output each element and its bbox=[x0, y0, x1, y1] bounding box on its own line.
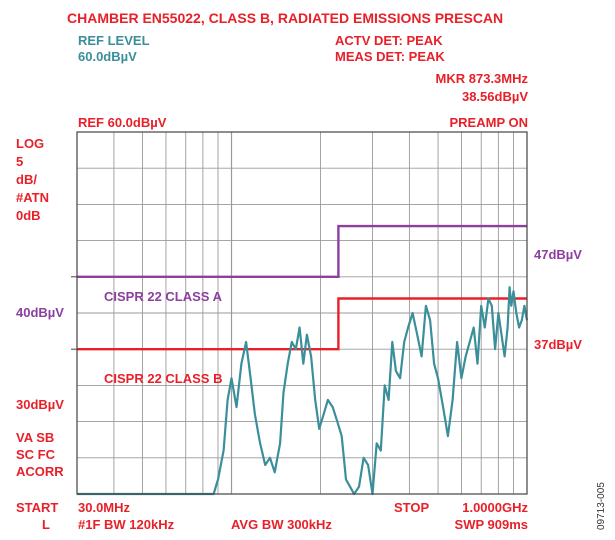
trace-group bbox=[77, 286, 529, 496]
scale-line: #ATN bbox=[16, 190, 49, 205]
class-b-limit-line bbox=[77, 297, 527, 351]
ref-level-label: REF LEVEL bbox=[78, 33, 150, 48]
marker-level: 38.56dBµV bbox=[461, 89, 528, 104]
mode-line: SC FC bbox=[16, 447, 55, 462]
scale-line: dB/ bbox=[16, 172, 37, 187]
grid bbox=[77, 132, 527, 494]
mode-line: VA SB bbox=[16, 430, 55, 445]
stop-frequency: 1.0000GHz bbox=[462, 500, 528, 515]
average-bandwidth: AVG BW 300kHz bbox=[231, 517, 332, 532]
level-37-label: 37dBµV bbox=[534, 337, 582, 352]
emission-trace bbox=[77, 286, 529, 496]
resolution-bandwidth: #1F BW 120kHz bbox=[78, 517, 175, 532]
scale-line: 0dB bbox=[16, 208, 41, 223]
figure-id: 09713-005 bbox=[596, 482, 607, 530]
start-label: START bbox=[16, 500, 59, 515]
marker-frequency: MKR 873.3MHz bbox=[435, 71, 528, 86]
class-a-limit-line bbox=[77, 224, 527, 278]
preamp-status: PREAMP ON bbox=[449, 115, 529, 130]
limit-lines bbox=[77, 224, 527, 351]
scale-line: 5 bbox=[16, 154, 24, 169]
plot-border bbox=[76, 131, 528, 495]
ref-level-value: 60.0dBµV bbox=[78, 49, 137, 64]
class-b-label: CISPR 22 CLASS B bbox=[104, 371, 223, 386]
reference-level: REF 60.0dBµV bbox=[78, 115, 167, 130]
stop-label: STOP bbox=[394, 500, 430, 515]
sweep-time: SWP 909ms bbox=[454, 517, 528, 532]
mode-line: ACORR bbox=[16, 464, 64, 479]
measurement-detector: MEAS DET: PEAK bbox=[335, 49, 445, 64]
level-47-label: 47dBµV bbox=[534, 247, 582, 262]
l-label: L bbox=[42, 517, 50, 532]
y-axis-ticks bbox=[71, 276, 77, 350]
start-frequency: 30.0MHz bbox=[78, 500, 131, 515]
active-detector: ACTV DET: PEAK bbox=[335, 33, 443, 48]
level-40-label: 40dBµV bbox=[16, 305, 64, 320]
scale-line: LOG bbox=[16, 136, 45, 151]
class-a-label: CISPR 22 CLASS A bbox=[104, 289, 222, 304]
level-30-label: 30dBµV bbox=[16, 397, 64, 412]
chart-title: CHAMBER EN55022, CLASS B, RADIATED EMISS… bbox=[67, 10, 504, 26]
